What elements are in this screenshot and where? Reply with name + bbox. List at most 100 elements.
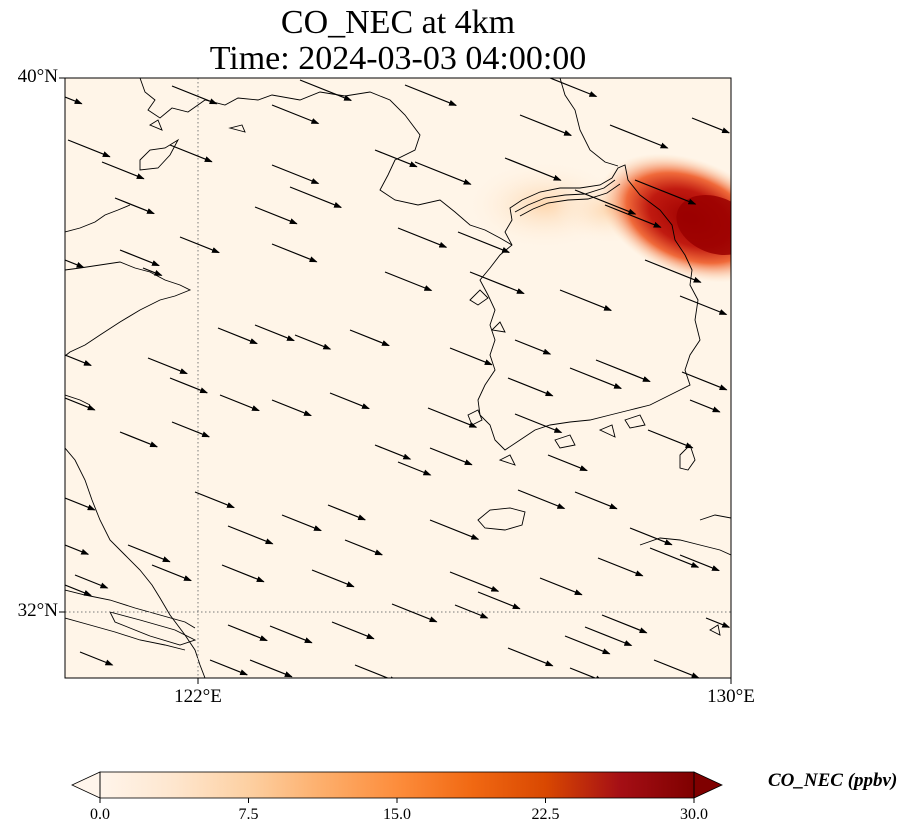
wind-vector-arrow	[477, 591, 521, 610]
wind-vector-arrow	[564, 635, 611, 655]
wind-vector-arrow	[517, 489, 566, 510]
wind-vector-arrow	[549, 78, 598, 98]
wind-vector-arrow	[169, 377, 209, 394]
wind-vector-arrow	[644, 259, 702, 283]
wind-vector-arrow	[219, 394, 260, 412]
wind-vector-arrow	[574, 189, 637, 215]
wind-vector-arrow	[681, 371, 728, 391]
wind-vector-arrow	[539, 577, 583, 596]
wind-vector-arrow	[65, 259, 85, 268]
wind-vector-arrow	[327, 504, 367, 521]
wind-vector-arrow	[647, 429, 694, 449]
wind-vector-arrow	[547, 454, 588, 472]
map-frame	[64, 77, 732, 679]
lat-label-40n: 40°N	[17, 66, 58, 87]
wind-vector-arrow	[584, 626, 633, 647]
wind-vector-arrow	[374, 149, 418, 168]
wind-vector-arrow	[101, 161, 145, 180]
wind-vector-arrow	[507, 647, 554, 667]
wind-vector-arrow	[65, 96, 83, 105]
wind-vectors	[65, 78, 731, 678]
wind-vector-arrow	[65, 544, 90, 555]
wind-vector-arrow	[209, 659, 249, 676]
colorbar-gradient	[100, 772, 694, 798]
wind-vector-arrow	[344, 539, 384, 556]
wind-vector-arrow	[281, 514, 322, 532]
wind-vector-arrow	[271, 164, 320, 185]
wind-vector-arrow	[469, 271, 525, 295]
wind-vector-arrow	[507, 377, 554, 397]
colorbar-tick-2: 15.0	[383, 806, 411, 823]
map-panel	[59, 77, 732, 684]
wind-vector-arrow	[634, 179, 697, 205]
wind-vector-arrow	[649, 547, 700, 568]
wind-vector-arrow	[397, 227, 448, 248]
wind-vector-arrow	[65, 584, 92, 596]
wind-vector-arrow	[349, 329, 390, 347]
wind-vector-arrow	[299, 79, 353, 101]
wind-vector-arrow	[289, 186, 343, 208]
wind-vector-arrow	[689, 399, 721, 413]
colorbar-label: CO_NEC (ppbv)	[768, 770, 898, 791]
wind-vector-arrow	[171, 85, 218, 105]
wind-vector-arrow	[679, 554, 720, 572]
wind-vector-arrow	[519, 114, 573, 136]
wind-vector-arrow	[414, 161, 472, 185]
wind-vector-arrow	[142, 267, 163, 276]
wind-vector-arrow	[604, 204, 662, 228]
wind-vector-arrow	[294, 334, 332, 350]
wind-vector-arrow	[169, 144, 213, 163]
lat-label-32n: 32°N	[17, 600, 58, 621]
wind-vector-arrow	[217, 327, 258, 345]
axis-ticks	[59, 77, 732, 684]
wind-vector-arrow	[569, 367, 623, 389]
wind-vector-arrow	[514, 413, 563, 434]
lon-label-130e: 130°E	[707, 686, 755, 707]
wind-vector-arrow	[397, 461, 432, 476]
wind-vector-arrow	[384, 271, 433, 292]
wind-vector-arrow	[227, 624, 268, 642]
wind-vector-arrow	[147, 357, 188, 375]
wind-vector-arrow	[429, 519, 480, 540]
wind-vector-arrow	[457, 231, 511, 253]
wind-vector-arrow	[679, 295, 728, 316]
wind-vector-arrow	[449, 571, 500, 592]
wind-vector-arrow	[74, 574, 109, 589]
colorbar-extend-max	[693, 771, 723, 799]
wind-vector-arrow	[151, 564, 192, 582]
wind-vector-arrow	[269, 625, 313, 644]
wind-vector-arrow	[574, 491, 618, 510]
wind-vector-arrow	[429, 447, 473, 466]
wind-vector-arrow	[127, 544, 171, 563]
wind-vector-arrow	[271, 243, 318, 263]
wind-vector-arrow	[597, 557, 644, 577]
wind-vector-arrow	[221, 564, 265, 583]
wind-vector-arrow	[595, 359, 651, 383]
wind-vector-arrow	[691, 117, 731, 134]
wind-vector-arrow	[65, 497, 96, 511]
wind-vector-arrow	[65, 354, 92, 366]
wind-vector-arrow	[404, 84, 458, 106]
wind-vector-arrow	[609, 124, 669, 149]
wind-vector-arrow	[114, 197, 155, 215]
colorbar-extend-min	[71, 771, 101, 799]
lon-label-122e: 122°E	[174, 686, 222, 707]
wind-vector-arrow	[171, 421, 211, 438]
wind-vector-arrow	[65, 397, 96, 411]
wind-vector-arrow	[254, 324, 295, 342]
wind-vector-arrow	[329, 392, 370, 410]
wind-vector-arrow	[331, 621, 375, 640]
wind-vector-arrow	[559, 289, 613, 311]
wind-vector-arrow	[427, 407, 478, 428]
wind-vector-arrow	[705, 617, 731, 628]
wind-vector-arrow	[194, 491, 235, 509]
colorbar-tick-3: 22.5	[531, 806, 560, 823]
wind-vector-arrow	[374, 444, 412, 460]
colorbar-tick-0: 0.0	[90, 806, 110, 823]
wind-vector-arrow	[271, 104, 320, 125]
wind-vector-arrow	[119, 431, 159, 448]
wind-vector-arrow	[354, 664, 398, 678]
wind-vector-arrow	[449, 347, 493, 366]
gridlines	[65, 78, 731, 678]
